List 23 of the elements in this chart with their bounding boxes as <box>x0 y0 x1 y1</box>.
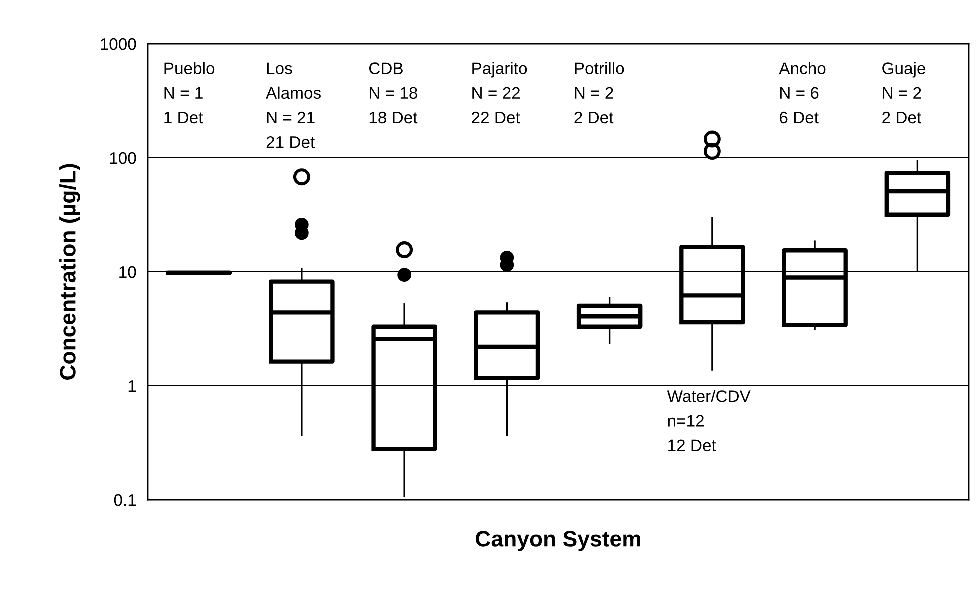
x-tick-label: Water/CDV <box>667 390 751 402</box>
x-tick-label: Ancho <box>779 62 826 74</box>
annotation: N = 2 2 Det <box>882 87 922 124</box>
annotation: N = 1 1 Det <box>164 87 204 124</box>
annotation: N = 22 22 Det <box>472 87 520 124</box>
annotation: N = 2 2 Det <box>574 87 614 124</box>
x-tick-label: Pajarito <box>472 62 528 78</box>
y-tick-label: 1 <box>128 380 136 392</box>
y-axis-title: Concentration (µg/L) <box>60 164 80 380</box>
annotation: N = 18 18 Det <box>370 87 418 124</box>
x-tick-label: Potrillo <box>575 62 624 74</box>
y-tick-label: 10 <box>120 266 136 278</box>
x-tick-label: Pueblo <box>164 62 215 74</box>
y-tick-label: 0.1 <box>114 494 136 506</box>
x-tick-label: CDB <box>369 62 403 74</box>
annotation: n=12 12 Det <box>668 415 716 452</box>
y-tick-label: 100 <box>110 152 136 164</box>
annotation: N = 21 21 Det <box>266 112 315 148</box>
y-tick-label: 1000 <box>101 38 136 50</box>
x-axis-title: Canyon System <box>476 531 640 552</box>
x-tick-label: Los Alamos <box>266 62 321 100</box>
x-tick-label: Guaje <box>882 62 926 78</box>
annotation: N = 6 6 Det <box>780 87 819 124</box>
